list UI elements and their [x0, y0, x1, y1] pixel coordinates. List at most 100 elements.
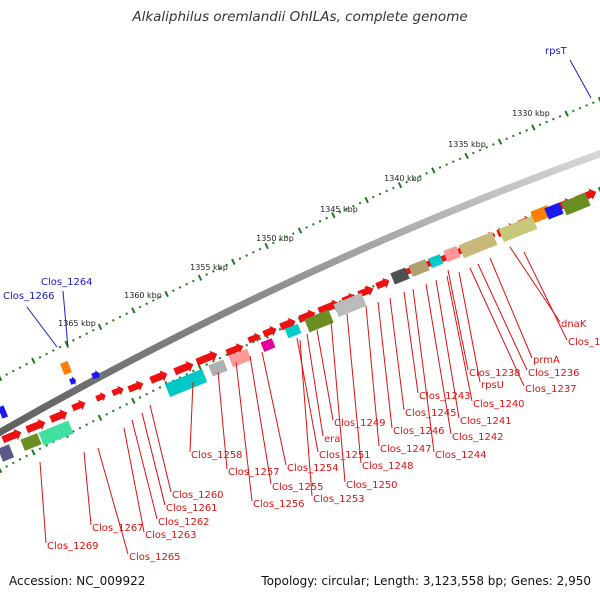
gene-feature — [127, 380, 144, 393]
gene-feature — [60, 360, 72, 376]
outer-scale-tick — [597, 96, 600, 104]
gene-feature — [298, 309, 316, 323]
label-connector-line — [425, 283, 452, 435]
outer-scale-tick — [451, 160, 455, 164]
gene-label: Clos_1255 — [272, 482, 324, 493]
outer-scale-tick — [18, 366, 22, 369]
outer-scale-tick — [585, 104, 589, 107]
inner-scale-tick — [105, 413, 109, 416]
label-connector-line — [149, 404, 172, 493]
outer-scale-tick — [411, 177, 415, 181]
label-connector-line — [39, 461, 47, 544]
outer-scale-tick — [85, 332, 89, 335]
label-connector-line — [458, 271, 481, 383]
gene-label: Clos_1264 — [41, 277, 93, 288]
gene-label: Clos_1247 — [380, 444, 432, 455]
label-connector-line — [435, 279, 460, 419]
label-connector-line — [131, 419, 158, 520]
outer-scale-tick — [38, 356, 42, 359]
outer-scale-tick — [458, 157, 462, 161]
gene-label: Clos_1245 — [405, 408, 457, 419]
gene-label: Clos_1243 — [419, 391, 471, 402]
gene-feature — [49, 409, 68, 423]
gene-feature — [408, 259, 430, 277]
genome-backbone — [0, 149, 600, 437]
outer-scale-tick — [305, 226, 309, 229]
outer-scale-tick — [25, 362, 29, 366]
outer-scale-tick — [471, 151, 475, 155]
outer-scale-tick — [111, 318, 115, 322]
inner-scale-tick — [45, 444, 49, 447]
gene-label: dnaK — [561, 319, 587, 330]
label-connector-line — [330, 320, 346, 483]
outer-scale-tick — [171, 289, 175, 293]
inner-scale-tick — [0, 466, 3, 474]
inner-scale-tick — [31, 449, 36, 456]
outer-scale-tick — [191, 279, 195, 283]
outer-scale-tick — [551, 117, 555, 121]
gene-feature — [228, 348, 252, 368]
gene-label: rpsT — [545, 46, 568, 57]
gene-label: Clos_1260 — [172, 490, 224, 501]
outer-scale-tick — [571, 109, 575, 113]
outer-scale-tick — [491, 143, 495, 146]
gene-feature — [38, 420, 74, 446]
gene-feature — [260, 338, 276, 352]
outer-scale-tick — [371, 195, 375, 199]
inner-scale-tick — [197, 364, 203, 371]
gene-label: Clos_1240 — [473, 399, 525, 410]
outer-scale-tick — [11, 369, 15, 373]
gene-feature — [173, 360, 194, 376]
gene-label: Clos_1242 — [452, 432, 504, 443]
gene-feature — [458, 231, 498, 259]
gene-label: Clos_1250 — [346, 480, 398, 491]
outer-scale-tick — [58, 345, 62, 349]
gene-feature — [317, 299, 340, 315]
outer-scale-tick — [391, 186, 395, 190]
inner-scale-tick — [218, 356, 222, 360]
gene-feature — [225, 343, 244, 356]
gene-feature — [390, 267, 410, 285]
outer-scale-tick — [5, 373, 9, 376]
outer-scale-tick — [285, 235, 289, 239]
outer-scale-tick — [78, 335, 82, 339]
label-connector-line — [365, 305, 380, 447]
inner-scale-tick — [371, 285, 375, 288]
outer-scale-tick — [31, 357, 36, 364]
outer-scale-tick — [418, 174, 422, 178]
gene-feature — [20, 433, 42, 451]
gene-label: Clos_1238 — [469, 368, 521, 379]
outer-scale-tick — [564, 110, 569, 117]
gene-label: era — [324, 434, 340, 445]
scale-tick-label: 1330 kbp — [512, 109, 550, 118]
outer-scale-tick — [151, 299, 155, 302]
inner-scale-tick — [97, 414, 103, 421]
label-connector-line — [569, 59, 592, 99]
inner-scale-tick — [245, 343, 249, 347]
inner-scale-tick — [78, 426, 82, 430]
outer-scale-tick — [338, 210, 342, 214]
accession-text: Accession: NC_009922 — [9, 574, 146, 588]
outer-scale-tick — [225, 263, 229, 267]
gene-label: Clos_1267 — [92, 523, 144, 534]
gene-feature — [0, 405, 9, 419]
inner-scale-tick — [145, 392, 149, 396]
outer-scale-tick — [431, 167, 436, 174]
outer-scale-tick — [105, 322, 109, 325]
gene-label: Clos_1265 — [129, 552, 181, 563]
outer-scale-tick — [91, 328, 95, 332]
outer-scale-tick — [131, 307, 136, 314]
outer-scale-tick — [158, 295, 162, 299]
gene-label: Clos_1269 — [47, 541, 99, 552]
outer-scale-tick — [378, 192, 382, 196]
outer-scale-tick — [125, 312, 129, 315]
scale-tick-label: 1340 kbp — [384, 174, 422, 183]
gene-label: Clos_1244 — [435, 450, 487, 461]
outer-scale-tick — [205, 273, 209, 276]
gene-label: Clos_1251 — [319, 450, 371, 461]
gene-feature — [69, 376, 76, 386]
gene-label: Clos_1248 — [362, 461, 414, 472]
gene-feature — [208, 359, 228, 377]
outer-scale-tick — [264, 242, 269, 250]
outer-scale-tick — [291, 232, 295, 235]
